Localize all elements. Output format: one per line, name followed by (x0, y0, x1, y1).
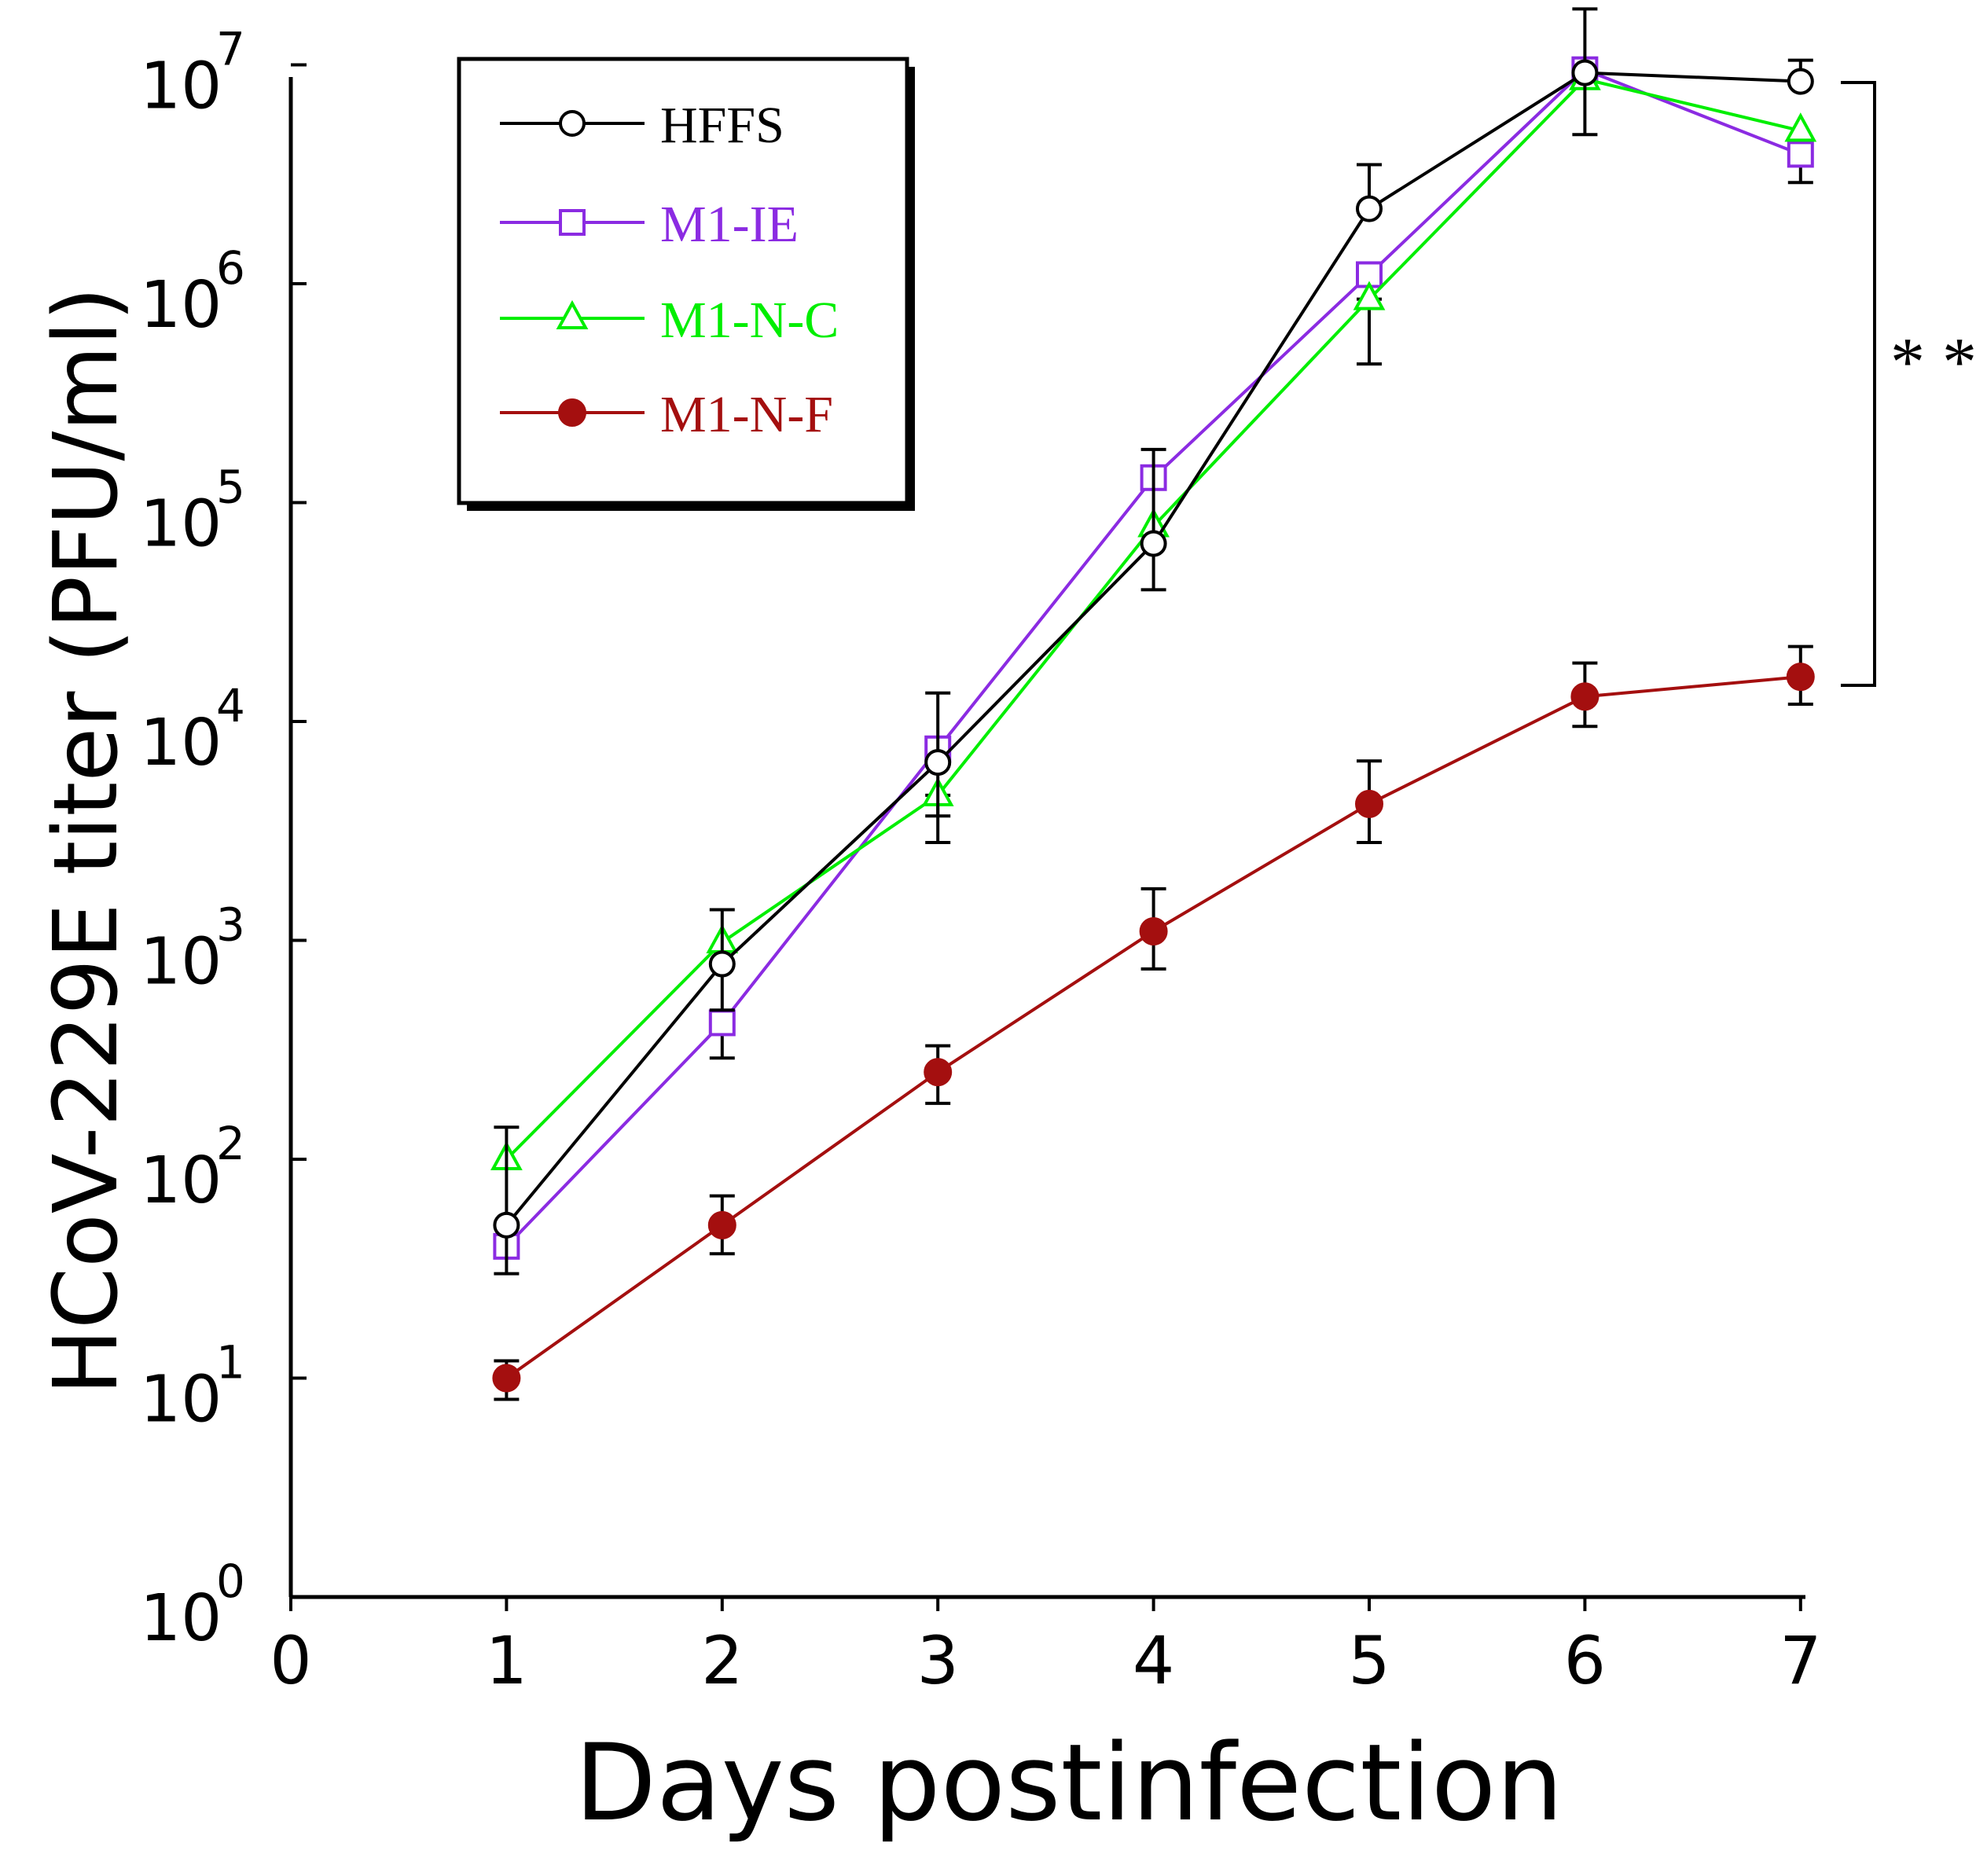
x-tick-label: 1 (486, 1622, 527, 1699)
error-bar (1140, 447, 1166, 592)
legend-box (457, 57, 909, 505)
x-tick-label: 6 (1564, 1622, 1606, 1699)
y-tick-exponent: 1 (216, 1336, 245, 1390)
y-tick-label: 10 (140, 487, 222, 562)
y-tick-exponent: 2 (216, 1117, 245, 1170)
data-point (493, 1211, 520, 1239)
data-point (1784, 112, 1817, 142)
series-m1-n-f (492, 644, 1815, 1401)
legend-marker (559, 209, 586, 236)
legend-entry: M1-IE (500, 196, 799, 253)
legend-label: M1-N-C (660, 292, 839, 349)
data-point (1356, 195, 1383, 222)
x-tick-label: 4 (1133, 1622, 1174, 1699)
legend-entry: HFFS (500, 97, 784, 154)
significance-label: * * (1890, 325, 1977, 401)
x-tick-label: 0 (270, 1622, 311, 1699)
axes (288, 77, 1805, 1599)
data-point (707, 1210, 736, 1239)
legend-marker (559, 110, 586, 137)
data-point (1355, 789, 1383, 818)
series-line-m1-n-f (505, 675, 1801, 1380)
x-axis-title: Days postinfection (575, 1721, 1563, 1845)
legend: HFFS M1-IE M1-N-C M1-N-F (457, 57, 909, 505)
data-point (492, 1364, 521, 1393)
series-hffs (493, 7, 1814, 1276)
x-tick-label: 5 (1348, 1622, 1390, 1699)
y-tick-label: 10 (140, 925, 222, 1000)
y-tick-label: 10 (140, 1581, 222, 1656)
data-point (1787, 141, 1814, 168)
legend-entry: M1-N-F (500, 386, 833, 443)
legend-marker (558, 398, 586, 427)
y-tick-label: 10 (140, 1363, 222, 1437)
y-tick-label: 10 (140, 268, 222, 343)
data-point (708, 1009, 736, 1037)
error-bar (494, 1125, 520, 1276)
data-point (1786, 663, 1815, 692)
legend-label: HFFS (660, 97, 784, 154)
data-point (1139, 916, 1168, 945)
y-tick-label: 10 (140, 1144, 222, 1218)
legend-marker (556, 299, 589, 329)
significance-bracket: * * (1841, 81, 1977, 687)
data-point (1140, 530, 1167, 557)
legend-label: M1-IE (660, 196, 799, 253)
y-tick-exponent: 5 (216, 461, 245, 514)
y-tick-exponent: 0 (216, 1555, 245, 1608)
legend-label: M1-N-F (660, 386, 833, 443)
y-tick-exponent: 3 (216, 898, 245, 952)
x-tick-label: 3 (916, 1622, 958, 1699)
data-point (1570, 682, 1600, 711)
y-tick-exponent: 4 (216, 679, 245, 732)
data-point (924, 1058, 953, 1087)
legend-entry: M1-N-C (500, 292, 839, 349)
x-tick-label: 7 (1779, 1622, 1821, 1699)
data-point (924, 749, 952, 776)
bracket-line (1841, 81, 1876, 687)
y-tick-exponent: 6 (216, 241, 245, 295)
data-point (1571, 59, 1599, 86)
y-tick-label: 10 (140, 50, 222, 124)
data-point (1787, 68, 1814, 95)
data-point (1353, 281, 1386, 310)
y-tick-exponent: 7 (216, 23, 245, 76)
y-axis-title: HCoV-229E titer (PFU/ml) (35, 287, 138, 1395)
x-tick-label: 2 (701, 1622, 743, 1699)
data-point (708, 950, 736, 978)
y-tick-label: 10 (140, 706, 222, 780)
